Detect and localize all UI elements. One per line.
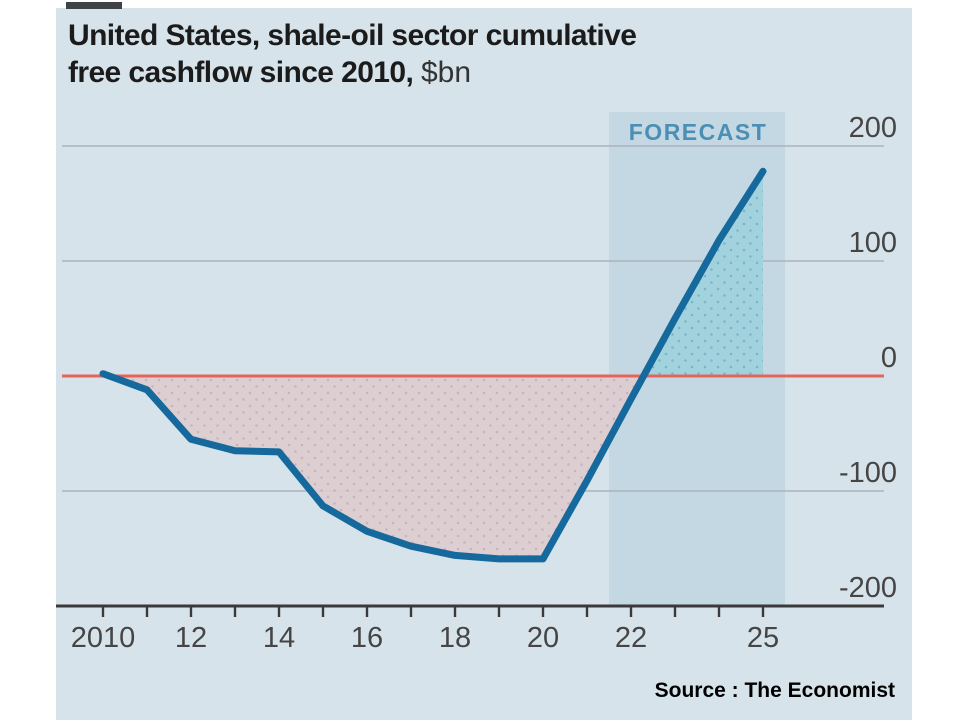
y-axis-label: 100 bbox=[848, 227, 897, 259]
chart-title-unit: $bn bbox=[420, 56, 472, 89]
x-axis-label: 22 bbox=[614, 622, 648, 654]
forecast-label: FORECAST bbox=[628, 119, 768, 145]
x-axis-label: 12 bbox=[174, 622, 208, 654]
x-axis-label: 20 bbox=[526, 622, 560, 654]
cashflow-line bbox=[99, 167, 767, 563]
x-axis-label: 18 bbox=[438, 622, 472, 654]
x-axis-label: 25 bbox=[746, 622, 780, 654]
chart-title-line1: United States, shale-oil sector cumulati… bbox=[68, 19, 637, 52]
source-credit: Source : The Economist bbox=[654, 679, 895, 702]
economist-tick-mark bbox=[66, 2, 122, 9]
y-axis-label: -200 bbox=[838, 572, 897, 604]
chart-title: United States, shale-oil sector cumulati… bbox=[68, 17, 637, 91]
y-axis-label: -100 bbox=[838, 457, 897, 489]
chart-title-line2: free cashflow since 2010, bbox=[68, 56, 414, 89]
negative-cashflow-area bbox=[109, 376, 644, 559]
x-axis-label: 16 bbox=[350, 622, 384, 654]
x-axis-label: 14 bbox=[262, 622, 296, 654]
y-axis-label: 200 bbox=[848, 112, 897, 144]
y-axis-label: 0 bbox=[880, 342, 897, 374]
x-axis-label: 2010 bbox=[70, 622, 136, 654]
